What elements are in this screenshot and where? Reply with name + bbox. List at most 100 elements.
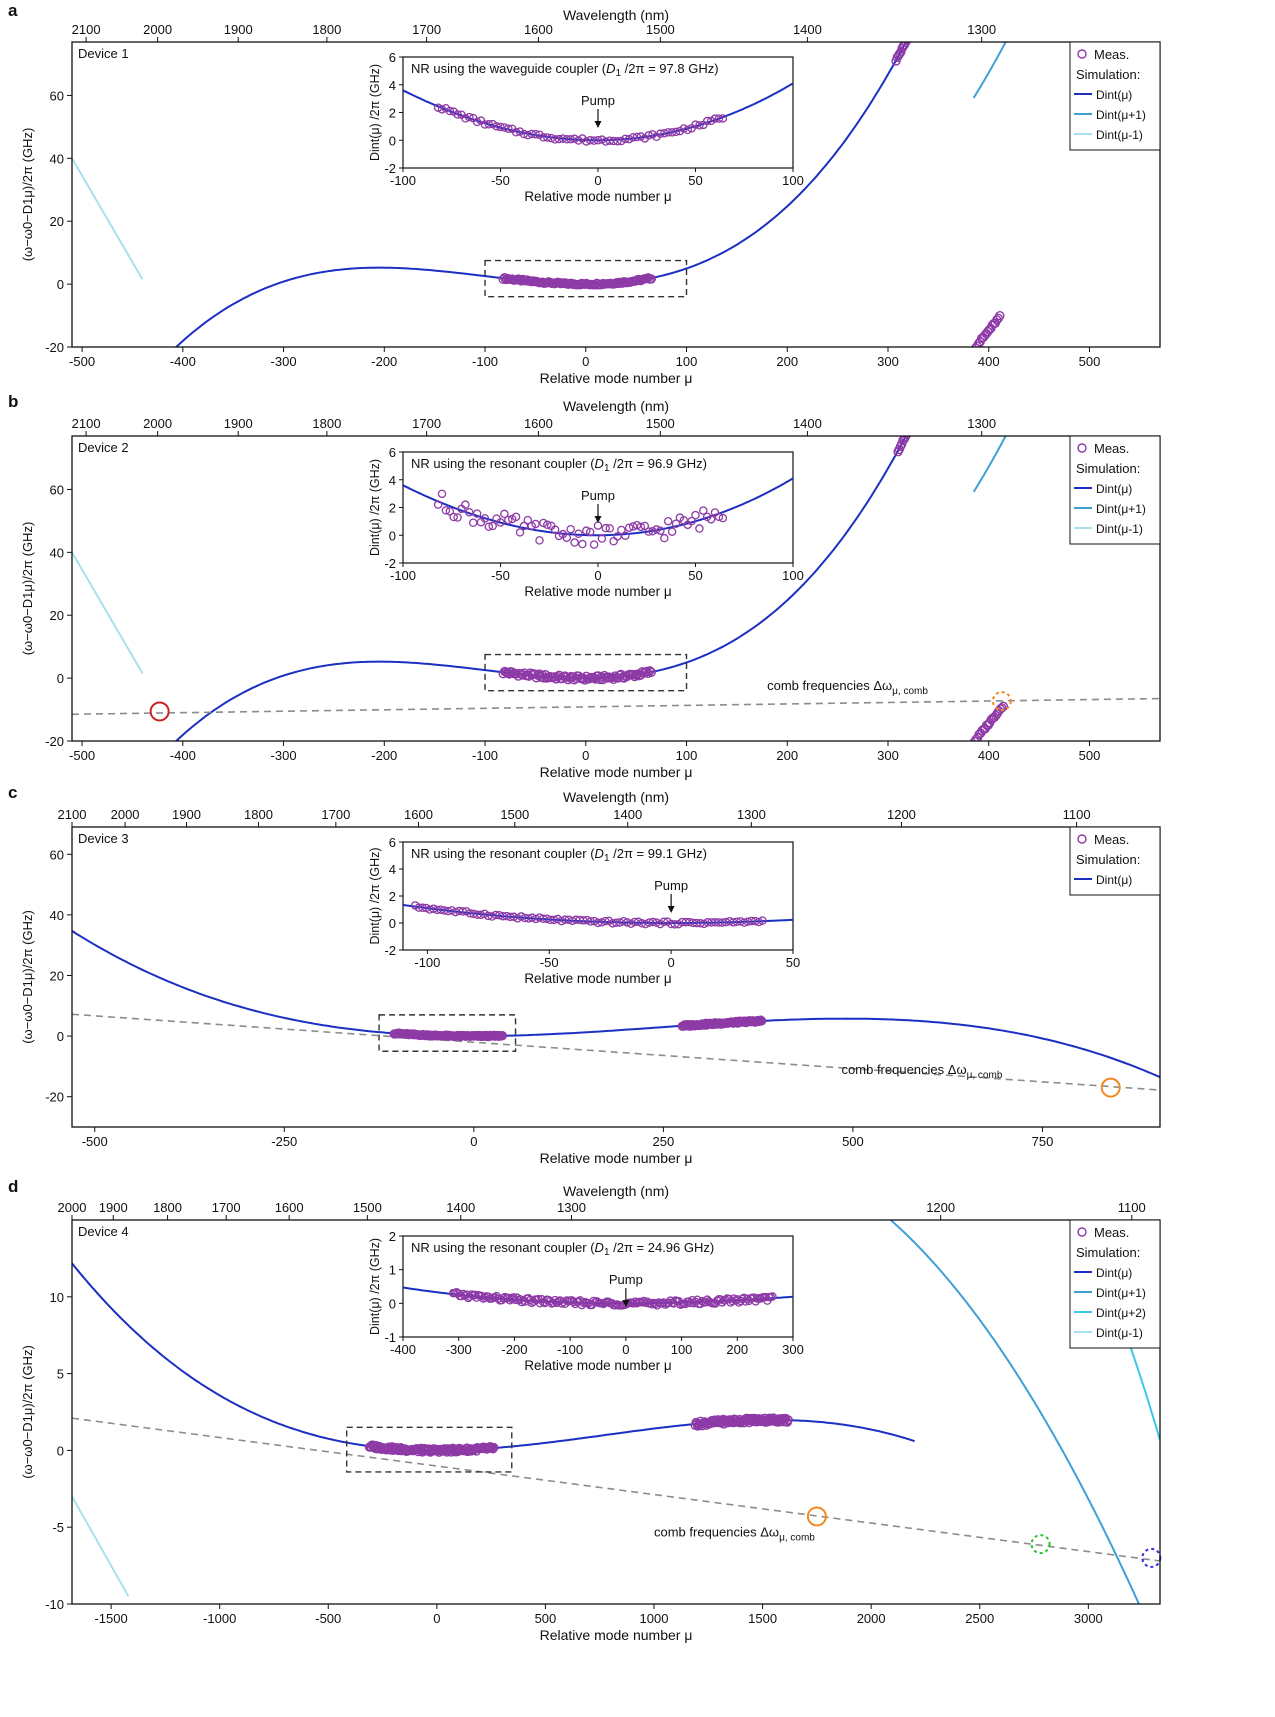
x-axis-label: Relative mode number μ	[540, 1627, 693, 1643]
inset-title-part: NR using the resonant coupler (	[411, 1240, 595, 1255]
x-tick-label: 400	[978, 354, 1000, 369]
inset-meas-point	[683, 125, 692, 135]
inset-y-tick-label: 0	[389, 1296, 396, 1311]
inset-x-label: Relative mode number μ	[524, 189, 671, 204]
panel-c: c Wavelength (nm)2100 2000 1900 1800 1700 1600…	[8, 783, 1161, 1166]
meas-point	[951, 326, 959, 334]
pump-arrow-head	[622, 1300, 630, 1307]
inset-meas-point	[570, 538, 579, 547]
inset-meas-point	[632, 132, 642, 142]
y-tick-label: 60	[50, 88, 64, 103]
x-tick-label: -1000	[203, 1611, 236, 1626]
y-tick-label: 40	[50, 908, 64, 923]
inset-y-tick-label: -2	[384, 556, 396, 571]
inset-meas-point	[496, 518, 505, 527]
inset-meas-point	[667, 527, 677, 536]
x-tick-label: -100	[472, 748, 498, 763]
inset-meas-point	[465, 112, 474, 122]
inset-meas-point	[527, 129, 536, 139]
inset-meas-point	[593, 135, 603, 145]
meas-point	[971, 275, 979, 283]
inset-meas-point	[644, 527, 653, 536]
top-tick-label: 1900	[99, 1200, 128, 1215]
inset-y-tick-label: 0	[389, 916, 396, 931]
inset-y-tick-label: 6	[389, 835, 396, 850]
inset-x-tick-label: 0	[594, 568, 601, 583]
inset-meas-point	[500, 509, 509, 519]
top-tick-label: 1900	[224, 22, 253, 37]
meas-point	[935, 364, 943, 372]
meas-point	[969, 282, 977, 290]
inset-title: NR using the resonant coupler (D1 /2π = …	[411, 846, 707, 864]
meas-point	[939, 354, 947, 362]
legend-label: Dint(μ)	[1096, 873, 1132, 887]
inset-meas-point	[687, 516, 696, 526]
inset-meas-point	[699, 506, 708, 515]
meas-point	[906, 424, 914, 432]
y-tick-label: 40	[50, 545, 64, 560]
comb-label-main: comb frequencies Δω	[842, 1062, 967, 1077]
crossing-circle	[991, 691, 1012, 712]
pump-label: Pump	[609, 1272, 643, 1287]
inset-meas-point	[617, 525, 626, 535]
meas-point	[969, 736, 980, 741]
inset-title-part: NR using the waveguide coupler (	[411, 61, 607, 76]
meas-point	[912, 411, 920, 419]
inset-meas-point	[706, 515, 716, 524]
x-tick-label: 100	[676, 748, 698, 763]
x-tick-label: 400	[978, 748, 1000, 763]
inset-x-tick-label: 300	[782, 1342, 804, 1357]
inset-title-part: NR using the resonant coupler (	[411, 456, 595, 471]
inset-meas-point	[488, 521, 497, 531]
top-tick-label: 1300	[967, 416, 996, 431]
inset-x-tick-label: -100	[390, 568, 416, 583]
y-tick-label: -10	[45, 1597, 64, 1612]
inset-x-tick-label: 0	[668, 955, 675, 970]
top-tick-label: 1900	[224, 416, 253, 431]
legend-label: Dint(μ+1)	[1096, 502, 1146, 516]
inset-x-tick-label: 100	[671, 1342, 693, 1357]
inset-meas-point	[768, 1292, 777, 1301]
inset-x-tick-label: 200	[726, 1342, 748, 1357]
pump-label: Pump	[581, 488, 615, 503]
plot-frame	[71, 435, 1161, 742]
inset-meas-point	[656, 526, 665, 535]
inset-x-tick-label: -200	[501, 1342, 527, 1357]
inset-y-tick-label: 0	[389, 133, 396, 148]
top-tick-label: 1300	[557, 1200, 586, 1215]
device-label: Device 3	[78, 831, 129, 846]
comb-line	[71, 1013, 1161, 1091]
comb-label: comb frequencies Δωμ, comb	[842, 1062, 1003, 1081]
x-tick-label: -300	[271, 748, 297, 763]
top-tick-label: 1100	[1063, 807, 1091, 822]
top-tick-label: 1600	[524, 416, 553, 431]
top-tick-label: 2000	[143, 416, 172, 431]
top-tick-label: 1700	[412, 22, 441, 37]
meas-point	[904, 42, 912, 44]
inset-meas-point	[636, 522, 646, 532]
legend-label: Meas.	[1094, 1225, 1129, 1240]
top-axis-label: Wavelength (nm)	[563, 7, 669, 23]
meas-point	[991, 710, 1001, 721]
inset-meas-point	[504, 515, 513, 525]
meas-point	[915, 407, 923, 415]
pump-arrow-head	[667, 906, 675, 913]
legend-label: Dint(μ+1)	[1096, 108, 1146, 122]
y-axis-label: (ω−ω0−D1μ)/2π (GHz)	[20, 128, 35, 262]
inset-x-label: Relative mode number μ	[524, 971, 671, 986]
curve-dint_p1	[972, 436, 1007, 493]
inset-meas-point	[472, 509, 482, 518]
meas-point	[926, 384, 934, 392]
meas-point	[973, 272, 981, 280]
inset-meas-point	[484, 120, 494, 129]
inset-title: NR using the resonant coupler (D1 /2π = …	[411, 456, 707, 474]
meas-point	[913, 408, 921, 416]
x-tick-label: -200	[371, 748, 397, 763]
comb-label-sub: μ, comb	[892, 686, 928, 697]
device-label: Device 1	[78, 46, 129, 61]
inset-meas-point	[437, 105, 447, 114]
top-tick-label: 1500	[500, 807, 529, 822]
meas-point	[783, 1415, 793, 1425]
inset-x-tick-label: 50	[688, 568, 702, 583]
meas-point	[902, 42, 912, 45]
